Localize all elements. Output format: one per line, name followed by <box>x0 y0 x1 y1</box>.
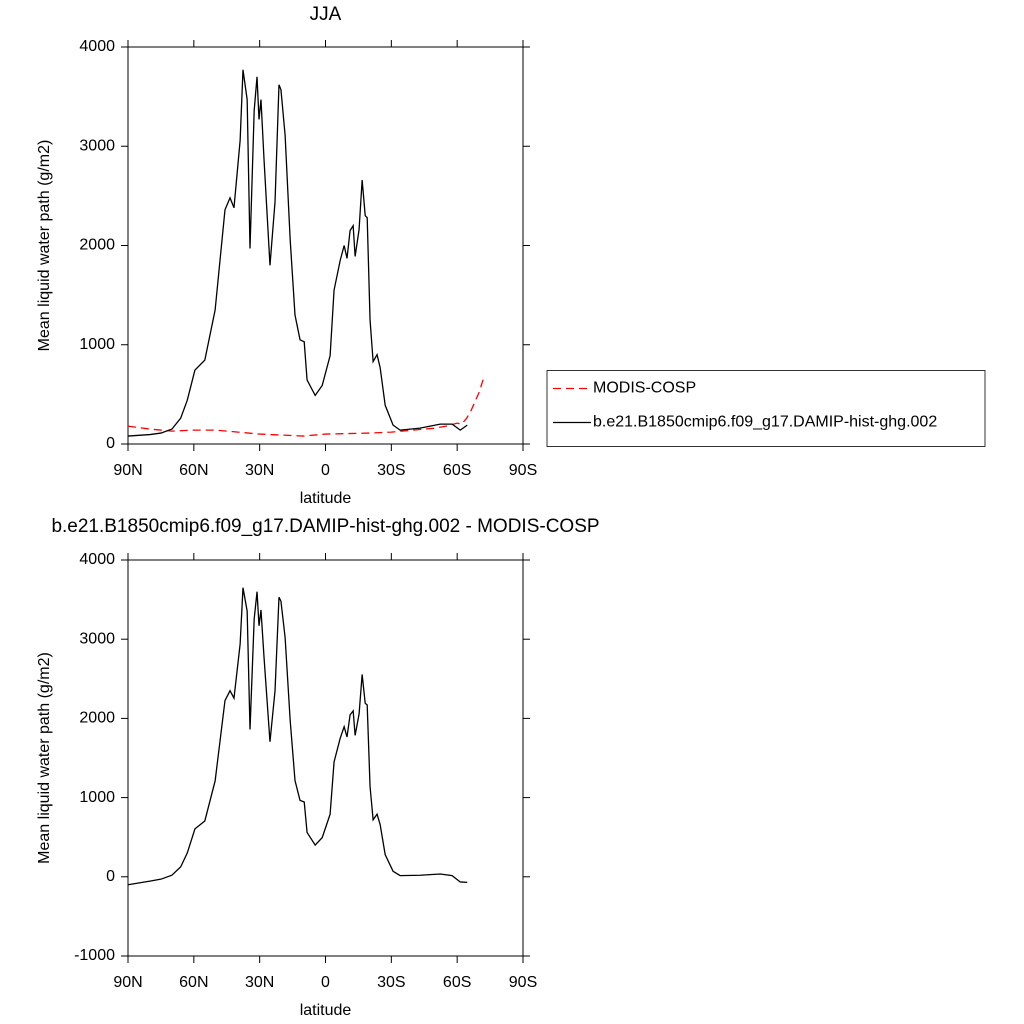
x-tick-label: 90N <box>113 462 142 479</box>
x-tick-label: 30S <box>377 974 405 991</box>
x-tick-label: 30S <box>377 462 405 479</box>
x-tick-label: 60S <box>443 462 471 479</box>
x-tick-label: 60S <box>443 974 471 991</box>
y-tick-label: 0 <box>106 435 115 452</box>
y-tick-label: 3000 <box>79 630 115 647</box>
y-tick-label: 0 <box>106 868 115 885</box>
x-tick-label: 0 <box>321 974 330 991</box>
y-axis-label: Mean liquid water path (g/m2) <box>36 652 53 864</box>
x-tick-label: 30N <box>245 974 274 991</box>
x-axis-label: latitude <box>300 490 352 507</box>
legend-label: MODIS-COSP <box>593 380 696 397</box>
chart-title: JJA <box>310 4 342 25</box>
x-tick-label: 90S <box>509 974 537 991</box>
legend-label: b.e21.B1850cmip6.f09_g17.DAMIP-hist-ghg.… <box>593 414 937 431</box>
y-tick-label: -1000 <box>74 947 115 964</box>
x-axis-label: latitude <box>300 1002 352 1019</box>
data-line <box>127 69 468 437</box>
y-tick-label: 1000 <box>79 336 115 353</box>
x-tick-label: 60N <box>179 462 208 479</box>
plot-frame <box>127 46 524 445</box>
y-tick-label: 4000 <box>79 551 115 568</box>
y-tick-label: 3000 <box>79 137 115 154</box>
y-tick-label: 2000 <box>79 237 115 254</box>
y-tick-label: 2000 <box>79 710 115 727</box>
plot-frame <box>127 559 524 957</box>
y-axis-label: Mean liquid water path (g/m2) <box>36 140 53 352</box>
legend-box <box>546 370 986 447</box>
data-line <box>127 376 487 437</box>
x-tick-label: 90N <box>113 974 142 991</box>
x-tick-label: 0 <box>321 462 330 479</box>
x-tick-label: 60N <box>179 974 208 991</box>
y-tick-label: 4000 <box>79 38 115 55</box>
x-tick-label: 90S <box>509 462 537 479</box>
y-tick-label: 1000 <box>79 789 115 806</box>
chart-title: b.e21.B1850cmip6.f09_g17.DAMIP-hist-ghg.… <box>51 516 599 537</box>
x-tick-label: 30N <box>245 462 274 479</box>
data-line <box>127 587 468 886</box>
